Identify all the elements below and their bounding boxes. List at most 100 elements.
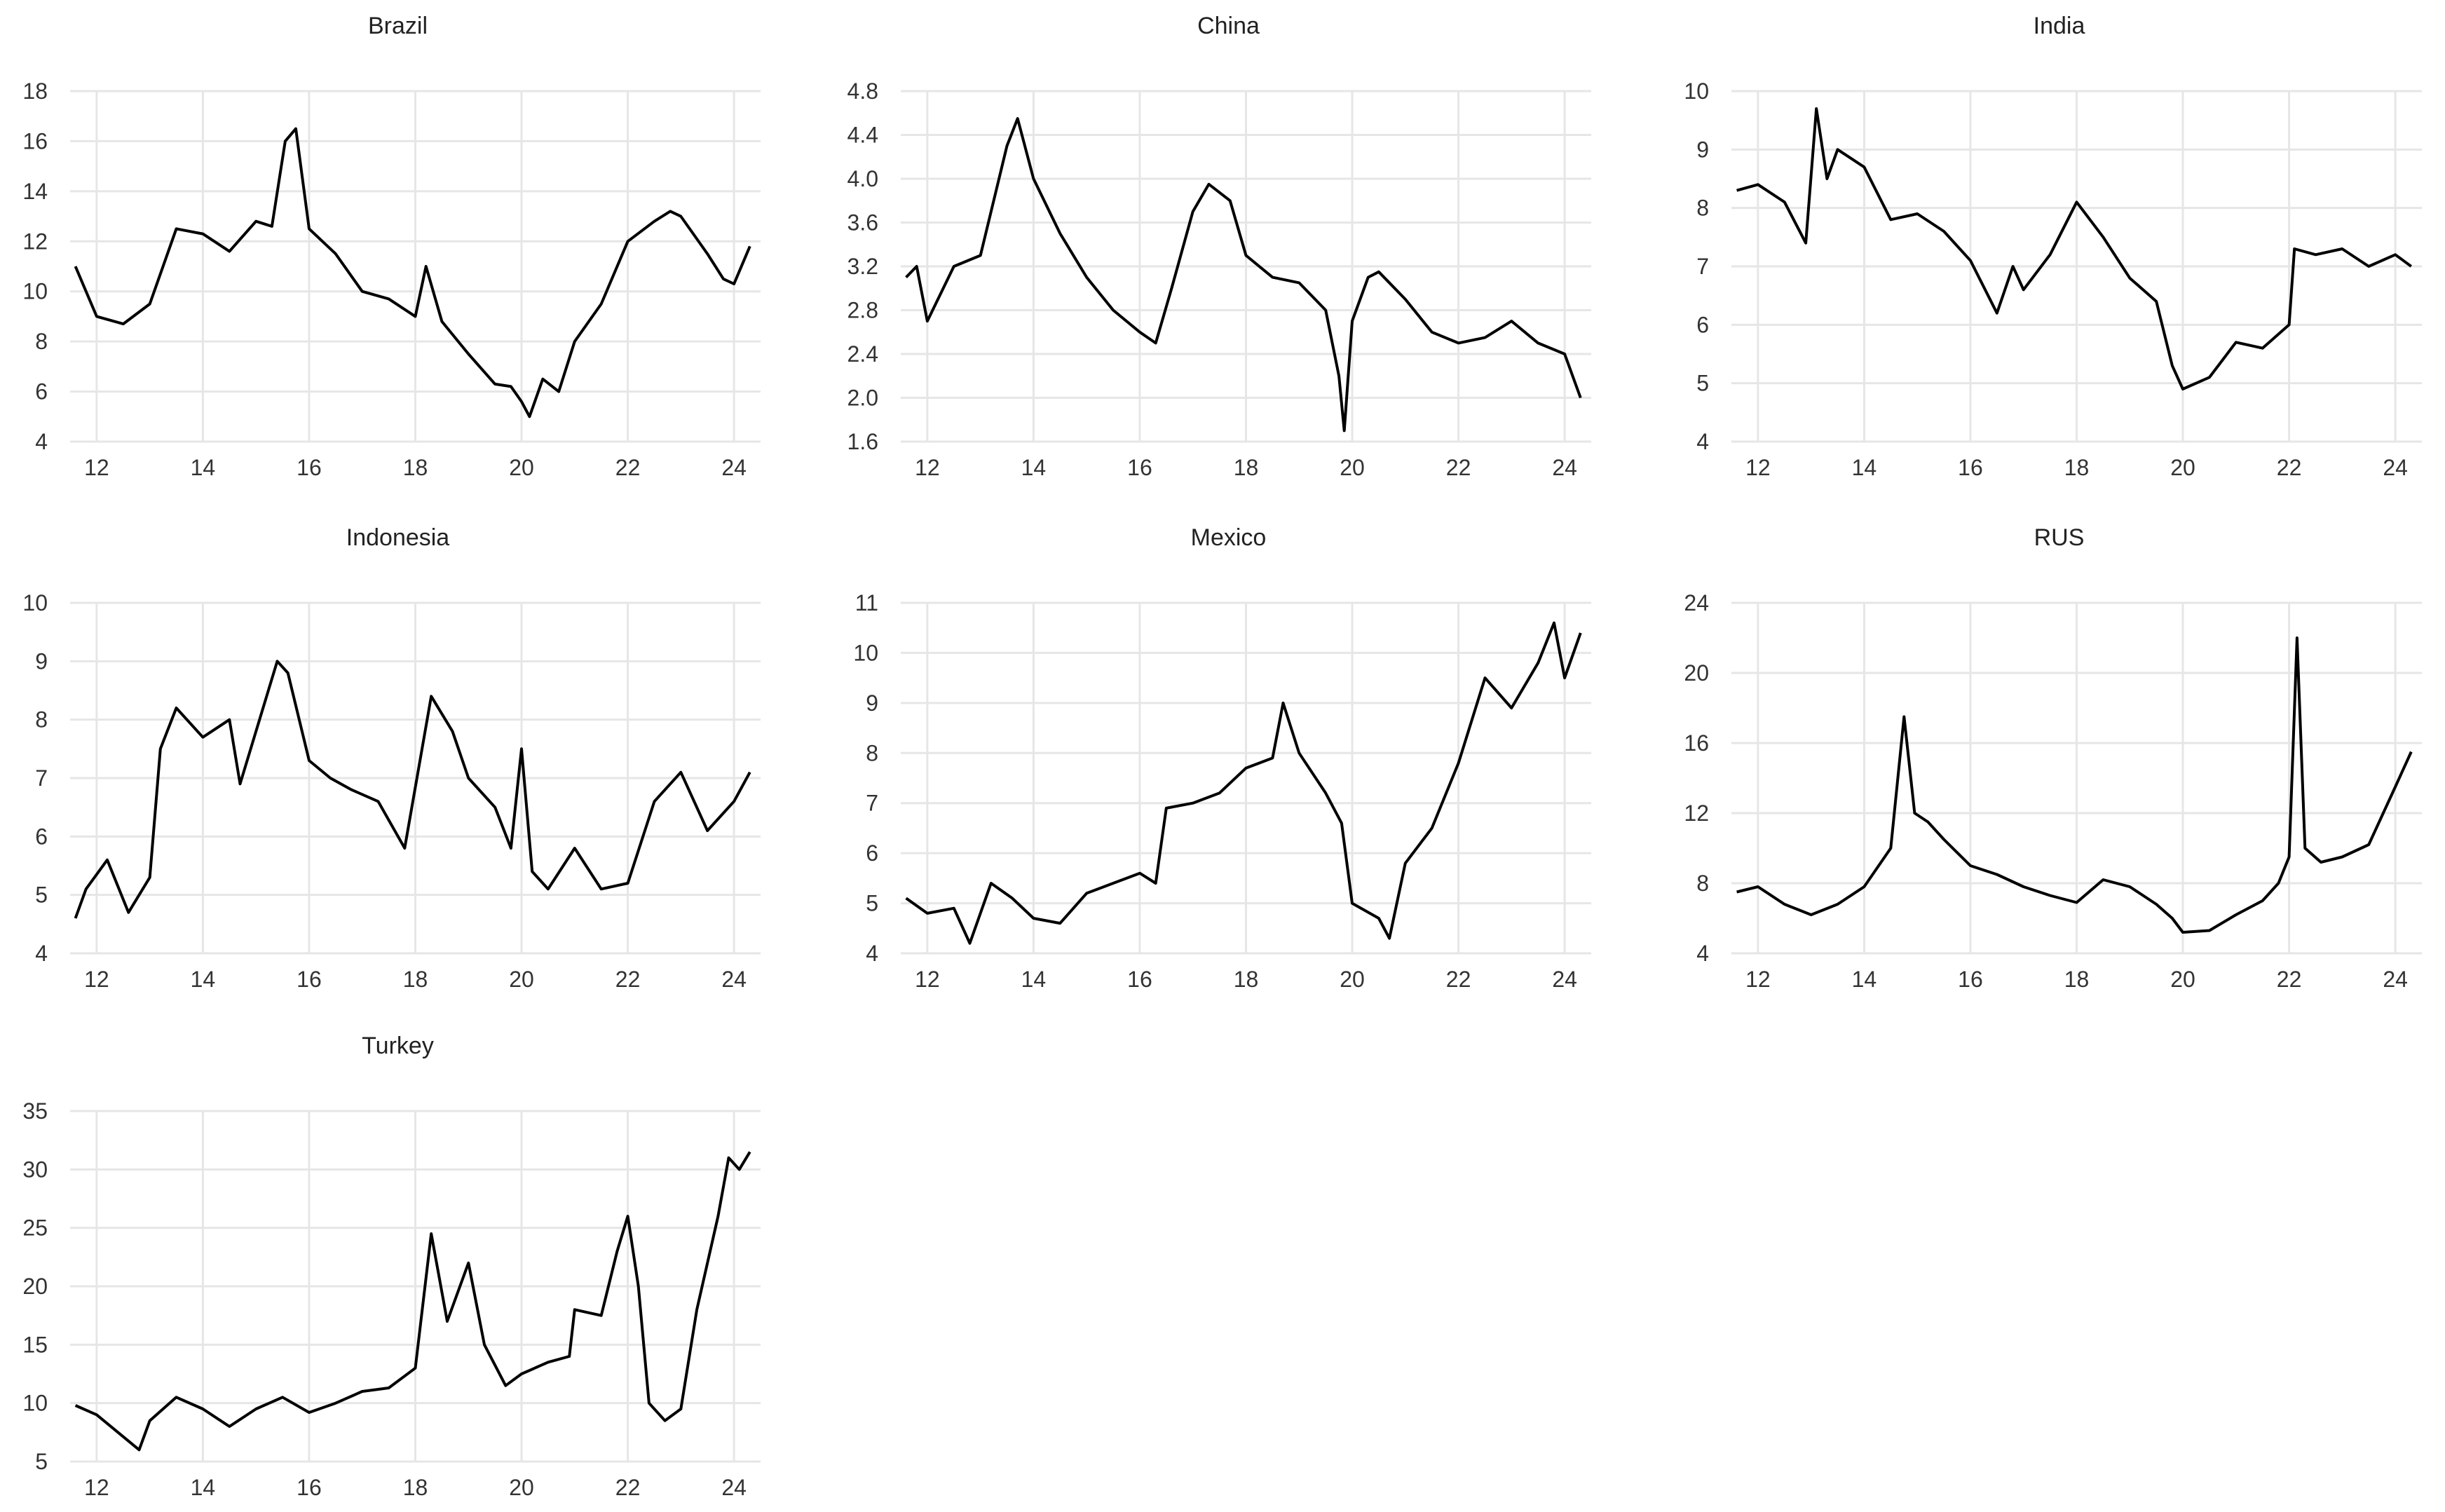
y-tick-label: 6 [35, 824, 48, 849]
y-tick-label: 12 [1684, 801, 1709, 826]
y-tick-label: 6 [1696, 312, 1709, 337]
x-tick-label: 24 [1552, 455, 1577, 480]
x-tick-label: 22 [615, 455, 641, 480]
x-tick-label: 22 [1446, 455, 1471, 480]
y-tick-label: 9 [35, 648, 48, 674]
series-line [1736, 636, 2413, 934]
y-tick-label: 10 [853, 640, 878, 665]
y-tick-label: 4.8 [847, 79, 878, 104]
y-tick-label: 14 [22, 179, 48, 204]
x-tick-label: 14 [1852, 455, 1877, 480]
y-tick-label: 1.6 [847, 429, 878, 454]
y-tick-label: 2.8 [847, 298, 878, 323]
y-tick-label: 2.4 [847, 341, 878, 367]
x-tick-label: 12 [84, 1475, 109, 1500]
y-tick-label: 10 [1684, 79, 1709, 104]
y-tick-label: 35 [22, 1098, 48, 1124]
y-tick-label: 8 [35, 707, 48, 733]
x-tick-label: 14 [1021, 455, 1047, 480]
x-tick-label: 20 [2170, 967, 2195, 992]
y-tick-label: 5 [35, 883, 48, 908]
x-tick-label: 14 [1021, 967, 1047, 992]
x-tick-label: 18 [2064, 967, 2090, 992]
y-tick-label: 11 [855, 590, 878, 615]
x-tick-label: 24 [721, 455, 747, 480]
series-line [74, 127, 751, 418]
x-tick-label: 14 [191, 1475, 216, 1500]
series-line [74, 660, 751, 919]
x-tick-label: 20 [509, 455, 534, 480]
x-tick-label: 20 [509, 1475, 534, 1500]
panel-title: Indonesia [346, 524, 450, 551]
x-tick-label: 16 [1958, 455, 1983, 480]
y-tick-label: 4 [866, 941, 878, 966]
x-tick-label: 12 [84, 455, 109, 480]
x-tick-label: 20 [2170, 455, 2195, 480]
y-tick-label: 4 [35, 941, 48, 966]
y-tick-label: 9 [1696, 137, 1709, 162]
x-tick-label: 22 [615, 967, 641, 992]
panel-title: Brazil [368, 13, 428, 39]
y-tick-label: 3.6 [847, 210, 878, 236]
x-tick-label: 22 [1446, 967, 1471, 992]
x-tick-label: 18 [1234, 967, 1259, 992]
x-tick-label: 24 [721, 1475, 747, 1500]
x-tick-label: 18 [403, 1475, 428, 1500]
x-tick-label: 20 [1340, 967, 1365, 992]
y-tick-label: 6 [35, 379, 48, 404]
y-tick-label: 30 [22, 1157, 48, 1182]
y-tick-label: 4.0 [847, 166, 878, 191]
x-tick-label: 22 [2277, 967, 2302, 992]
y-tick-label: 8 [866, 740, 878, 765]
x-tick-label: 16 [1127, 455, 1152, 480]
x-tick-label: 12 [84, 967, 109, 992]
y-tick-label: 2.0 [847, 386, 878, 411]
y-tick-label: 7 [1696, 254, 1709, 279]
x-tick-label: 12 [1745, 967, 1771, 992]
panel-title: China [1197, 13, 1260, 39]
series-line [74, 1151, 751, 1452]
y-tick-label: 7 [866, 791, 878, 816]
x-tick-label: 22 [615, 1475, 641, 1500]
series-line [905, 621, 1582, 945]
y-tick-label: 3.2 [847, 254, 878, 279]
y-tick-label: 4 [1696, 941, 1709, 966]
x-tick-label: 12 [915, 967, 940, 992]
x-tick-label: 14 [1852, 967, 1877, 992]
y-tick-label: 5 [35, 1449, 48, 1474]
x-tick-label: 16 [297, 1475, 322, 1500]
y-tick-label: 16 [22, 128, 48, 154]
y-tick-label: 9 [866, 690, 878, 716]
x-tick-label: 16 [1958, 967, 1983, 992]
y-tick-label: 6 [866, 840, 878, 866]
x-tick-label: 18 [403, 967, 428, 992]
y-tick-label: 20 [1684, 660, 1709, 686]
x-tick-label: 12 [915, 455, 940, 480]
x-tick-label: 24 [721, 967, 747, 992]
x-tick-label: 16 [297, 967, 322, 992]
x-tick-label: 14 [191, 455, 216, 480]
x-tick-label: 16 [297, 455, 322, 480]
y-tick-label: 12 [22, 229, 48, 254]
y-tick-label: 10 [22, 279, 48, 304]
x-tick-label: 24 [1552, 967, 1577, 992]
y-tick-label: 5 [1696, 371, 1709, 396]
panel-title: India [2034, 13, 2085, 39]
y-tick-label: 4 [35, 429, 48, 454]
y-tick-label: 10 [22, 1391, 48, 1416]
x-tick-label: 22 [2277, 455, 2302, 480]
y-tick-label: 8 [35, 329, 48, 354]
x-tick-label: 18 [2064, 455, 2090, 480]
x-tick-label: 12 [1745, 455, 1771, 480]
y-tick-label: 25 [22, 1215, 48, 1241]
x-tick-label: 16 [1127, 967, 1152, 992]
y-tick-label: 4.4 [847, 123, 878, 148]
x-tick-label: 20 [1340, 455, 1365, 480]
x-tick-label: 18 [403, 455, 428, 480]
y-tick-label: 15 [22, 1332, 48, 1357]
y-tick-label: 24 [1684, 590, 1709, 615]
panel-title: Mexico [1191, 524, 1267, 551]
y-tick-label: 16 [1684, 730, 1709, 756]
y-tick-label: 5 [866, 891, 878, 916]
